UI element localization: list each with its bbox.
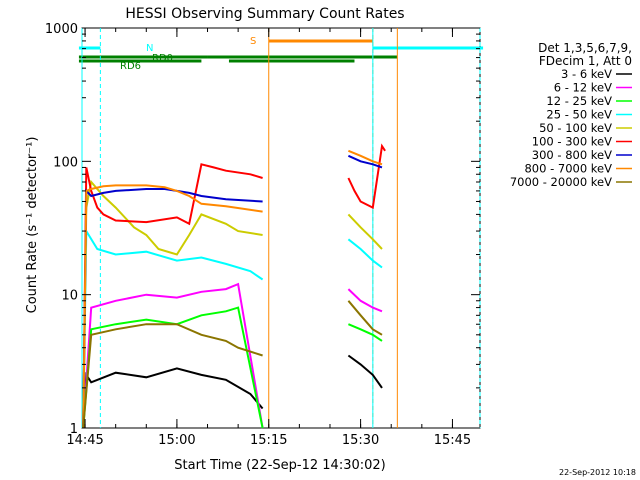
state-label-n: N [146, 43, 153, 54]
series-line [348, 149, 383, 166]
series-line [347, 288, 383, 313]
series-line [82, 184, 263, 429]
y-axis-label: Count Rate (s⁻¹ detector⁻¹) [25, 137, 40, 314]
y-tick-label: 1 [70, 422, 78, 437]
legend-label: 100 - 300 keV [532, 135, 612, 149]
series-line [82, 227, 264, 429]
x-tick-label: 15:45 [434, 433, 471, 448]
series-line [82, 323, 263, 429]
legend-header: FDecim 1, Att 0 [539, 54, 632, 68]
series-line [82, 306, 264, 429]
legend-header: Det 1,3,5,6,7,9, [538, 41, 632, 55]
legend-label: 7000 - 20000 keV [510, 175, 612, 189]
legend-label: 800 - 7000 keV [524, 162, 612, 176]
x-axis-label: Start Time (22-Sep-12 14:30:02) [174, 458, 385, 473]
state-label-rd6: RD6 [120, 61, 141, 72]
series-line [347, 213, 383, 250]
state-label-s: S [250, 36, 256, 47]
series-line [347, 238, 383, 269]
plot-frame [81, 27, 481, 429]
legend-label: 3 - 6 keV [561, 67, 612, 81]
series-line [348, 323, 383, 342]
y-tick-label: 1000 [45, 22, 78, 37]
legend-label: 50 - 100 keV [539, 121, 612, 135]
x-tick-label: 14:45 [66, 433, 103, 448]
x-tick-label: 15:30 [342, 433, 379, 448]
series-line [347, 300, 383, 336]
series-line [347, 143, 386, 210]
legend-label: 300 - 800 keV [532, 148, 612, 162]
y-tick-label: 10 [61, 289, 78, 304]
footer-date: 22-Sep-2012 10:18 [559, 468, 636, 477]
legend-label: 12 - 25 keV [546, 94, 612, 108]
x-tick-label: 15:00 [158, 433, 195, 448]
series-line [82, 282, 264, 429]
series-line [82, 163, 263, 429]
y-tick-label: 100 [53, 155, 78, 170]
series-line [347, 354, 383, 389]
state-label-rd0: RD0 [152, 53, 173, 64]
legend-label: 25 - 50 keV [546, 108, 612, 122]
x-tick-label: 15:15 [250, 433, 287, 448]
legend-label: 6 - 12 keV [554, 81, 612, 95]
series-line [82, 179, 263, 429]
series-line [82, 188, 263, 429]
chart-title: HESSI Observing Summary Count Rates [125, 6, 404, 22]
series-line [82, 367, 264, 429]
series-line [347, 154, 383, 169]
